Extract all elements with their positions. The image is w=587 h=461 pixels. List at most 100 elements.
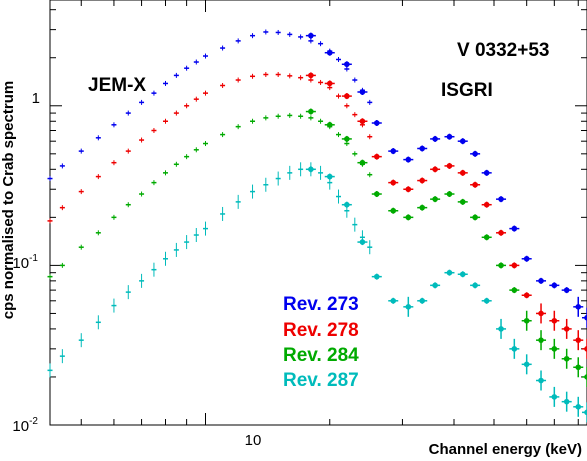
y-tick-label-1: 1	[32, 90, 40, 107]
isgri-point	[481, 234, 492, 241]
isgri-point	[371, 120, 382, 127]
isgri-point	[582, 366, 587, 387]
isgri-point	[430, 196, 441, 203]
jemx-point	[250, 184, 256, 199]
jemx-point	[125, 202, 131, 208]
source-annotation: V 0332+53	[457, 40, 549, 61]
jemx-point	[47, 176, 53, 182]
isgri-point	[573, 330, 584, 351]
jemx-point	[95, 135, 101, 141]
jemx-point	[367, 99, 373, 105]
isgri-point	[496, 229, 507, 236]
isgri-point	[357, 118, 368, 125]
jemx-point	[184, 103, 190, 109]
isgri-point	[521, 292, 532, 299]
jemx-point	[287, 112, 293, 118]
jemx-point	[318, 165, 324, 180]
jemx-point	[203, 90, 209, 96]
jemx-point	[193, 96, 199, 102]
jemx-point	[125, 148, 131, 154]
jemx-point	[163, 251, 169, 266]
isgri-point	[561, 287, 572, 294]
jemx-point	[335, 132, 341, 138]
jemx-point	[139, 273, 145, 288]
jemx-point	[318, 41, 324, 47]
isgri-point	[481, 201, 492, 208]
jemx-point	[95, 230, 101, 236]
isgri-point	[496, 318, 507, 339]
isgri-point	[582, 402, 587, 423]
isgri-point	[582, 338, 587, 359]
jemx-point	[367, 240, 373, 255]
data-points	[47, 29, 587, 423]
legend-entry-rev-273: Rev. 273	[283, 294, 359, 315]
isgri-point	[573, 296, 584, 317]
jemx-point	[298, 162, 304, 177]
jemx-point	[275, 72, 281, 78]
jemx-point	[111, 298, 117, 313]
isgri-point	[324, 173, 335, 180]
jemx-point	[193, 147, 199, 153]
jemx-point	[139, 191, 145, 197]
jemx-point	[287, 165, 293, 180]
jemx-annotation: JEM-X	[88, 75, 146, 96]
isgri-point	[496, 196, 507, 203]
jemx-point	[263, 177, 269, 192]
isgri-point	[536, 330, 547, 351]
jemx-point	[111, 160, 117, 166]
isgri-point	[444, 269, 455, 276]
isgri-point	[388, 179, 399, 186]
jemx-point	[184, 65, 190, 71]
isgri-point	[444, 133, 455, 140]
jemx-point	[151, 128, 157, 134]
jemx-point	[220, 132, 226, 138]
isgri-point	[549, 386, 560, 407]
isgri-point	[371, 191, 382, 198]
jemx-point	[193, 228, 199, 243]
jemx-point	[308, 38, 314, 44]
jemx-point	[95, 315, 101, 330]
jemx-point	[203, 53, 209, 59]
jemx-point	[47, 274, 53, 280]
jemx-point	[173, 72, 179, 78]
isgri-point	[357, 239, 368, 246]
jemx-point	[78, 148, 84, 154]
isgri-point	[561, 348, 572, 369]
isgri-point	[324, 49, 335, 56]
jemx-point	[308, 115, 314, 121]
isgri-point	[481, 169, 492, 176]
jemx-point	[184, 154, 190, 160]
isgri-point	[305, 108, 316, 115]
isgri-point	[470, 282, 481, 289]
y-tick-label-0.1: 10-1	[12, 253, 38, 272]
jemx-point	[235, 194, 241, 209]
isgri-point	[357, 88, 368, 95]
isgri-point	[509, 262, 520, 269]
isgri-point	[457, 138, 468, 145]
jemx-point	[59, 205, 65, 211]
isgri-point	[324, 80, 335, 87]
jemx-point	[263, 72, 269, 78]
jemx-point	[318, 118, 324, 124]
isgri-point	[430, 166, 441, 173]
jemx-point	[352, 217, 358, 232]
legend: Rev. 273 Rev. 278 Rev. 284 Rev. 287	[283, 294, 359, 391]
isgri-point	[536, 370, 547, 391]
isgri-point	[549, 338, 560, 359]
jemx-point	[184, 235, 190, 250]
jemx-point	[275, 113, 281, 119]
isgri-point	[470, 150, 481, 157]
jemx-point	[335, 56, 341, 62]
isgri-point	[341, 135, 352, 142]
jemx-point	[163, 170, 169, 176]
jemx-point	[139, 99, 145, 105]
isgri-point	[305, 166, 316, 173]
isgri-point	[305, 72, 316, 79]
jemx-point	[47, 218, 53, 224]
jemx-point	[95, 174, 101, 180]
jemx-point	[287, 31, 293, 37]
jemx-point	[78, 333, 84, 348]
jemx-point	[163, 118, 169, 124]
isgri-point	[470, 214, 481, 221]
